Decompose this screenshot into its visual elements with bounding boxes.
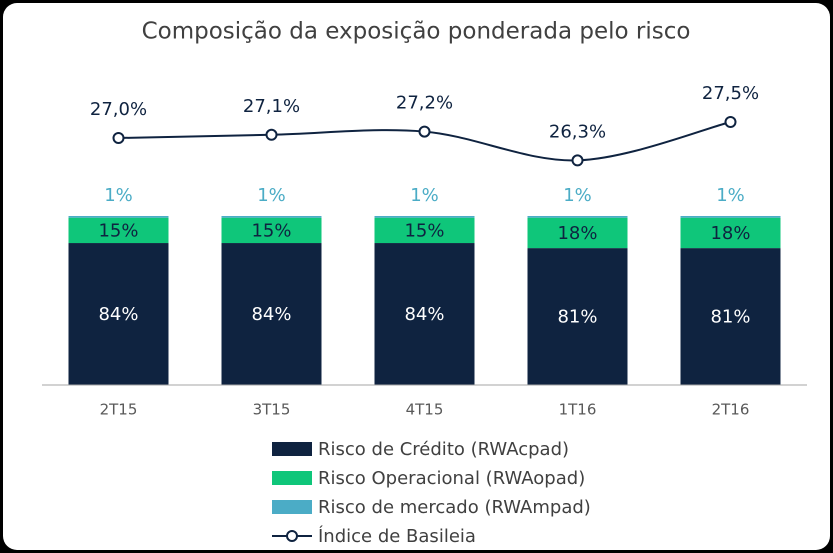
- legend-label: Risco Operacional (RWAopad): [318, 468, 585, 489]
- data-label: 1%: [410, 185, 439, 206]
- bar-segment: [680, 216, 781, 218]
- data-label: 27,5%: [702, 83, 759, 104]
- data-label: 1%: [257, 185, 286, 206]
- data-label: 18%: [710, 223, 750, 244]
- data-label: 84%: [251, 304, 291, 325]
- line-marker: [571, 154, 584, 167]
- data-label: 84%: [404, 304, 444, 325]
- data-label: 1%: [716, 185, 745, 206]
- legend-label: Índice de Basileia: [318, 525, 476, 547]
- x-tick-label: 1T16: [559, 401, 597, 419]
- legend-label: Risco de mercado (RWAmpad): [318, 497, 591, 518]
- data-label: 18%: [557, 223, 597, 244]
- line-marker: [265, 128, 278, 141]
- bar-segment: [527, 216, 628, 218]
- data-label: 27,0%: [90, 99, 147, 120]
- x-tick-label: 3T15: [253, 401, 291, 419]
- data-label: 81%: [557, 307, 597, 328]
- bar-segment: [374, 243, 475, 385]
- chart-title: Composição da exposição ponderada pelo r…: [142, 19, 691, 45]
- line-marker: [724, 116, 737, 128]
- bar-segment: [68, 217, 169, 244]
- x-tick-label: 2T16: [712, 401, 750, 419]
- data-label: 81%: [710, 307, 750, 328]
- data-label: 15%: [404, 220, 444, 241]
- data-label: 27,2%: [396, 93, 453, 114]
- line-marker: [112, 132, 125, 144]
- data-label: 26,3%: [549, 121, 606, 142]
- bar-segment: [680, 248, 781, 385]
- bar-segment: [527, 217, 628, 249]
- legend-label: Risco de Crédito (RWAcpad): [318, 439, 569, 460]
- bar-segment: [527, 248, 628, 385]
- bar-segment: [68, 243, 169, 385]
- legend-swatch: [272, 471, 312, 485]
- legend-swatch: [272, 500, 312, 514]
- bar-segment: [221, 243, 322, 385]
- data-label: 15%: [251, 220, 291, 241]
- bar-segment: [374, 217, 475, 244]
- data-label: 1%: [563, 185, 592, 206]
- data-label: 84%: [98, 304, 138, 325]
- line-marker: [418, 125, 431, 138]
- data-label: 1%: [104, 185, 133, 206]
- x-tick-label: 4T15: [406, 401, 444, 419]
- data-label: 27,1%: [243, 96, 300, 117]
- legend-swatch: [272, 442, 312, 456]
- bar-segment: [680, 217, 781, 249]
- bar-segment: [221, 217, 322, 244]
- bar-segment: [221, 216, 322, 218]
- bar-segment: [374, 216, 475, 218]
- x-tick-label: 2T15: [100, 401, 138, 419]
- data-label: 15%: [98, 220, 138, 241]
- bar-segment: [68, 216, 169, 218]
- legend-swatch: [286, 530, 298, 542]
